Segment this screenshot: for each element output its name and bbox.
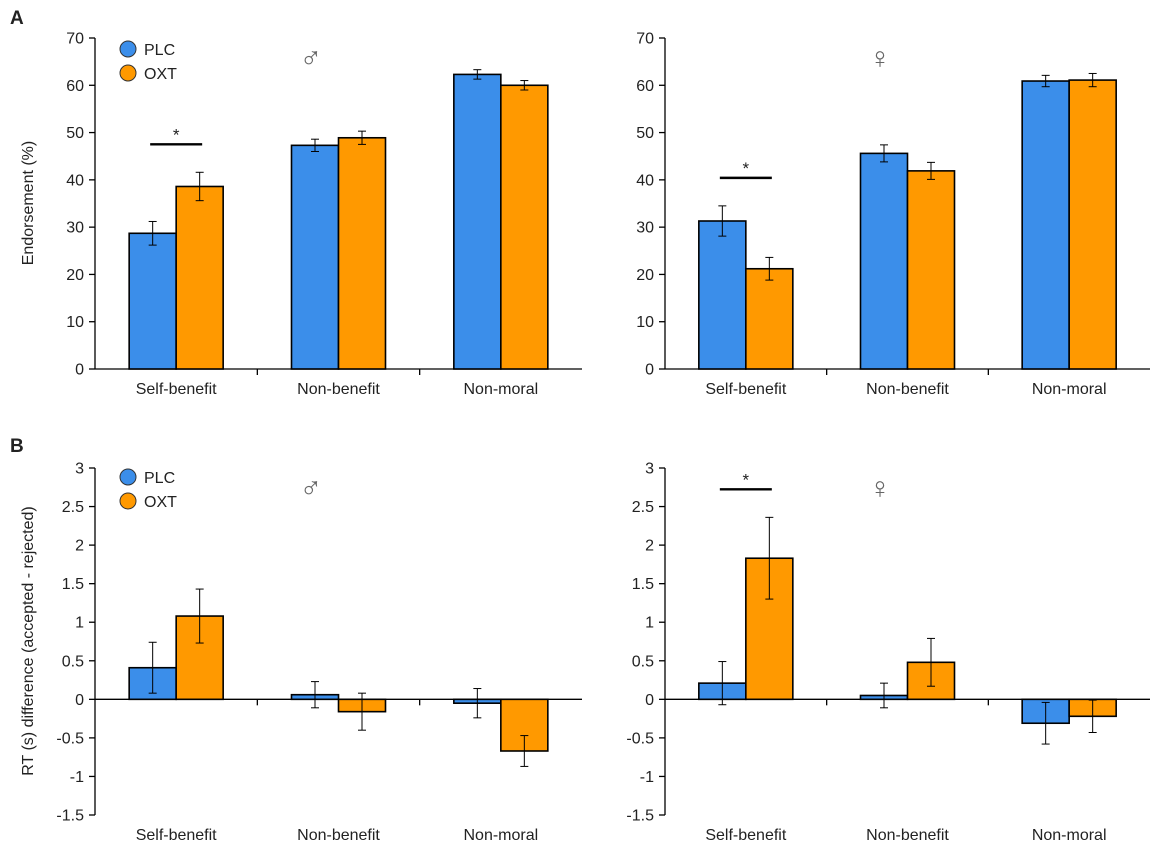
male-symbol-icon: ♂ (300, 472, 323, 505)
category-label: Non-moral (1032, 381, 1107, 398)
y-tick-label: 1.5 (62, 576, 84, 593)
legend-label-oxt: OXT (144, 66, 177, 83)
y-tick-label: 2 (75, 538, 84, 555)
legend-label-plc: PLC (144, 470, 175, 487)
y-tick-label: 10 (66, 314, 84, 331)
bar-oxt-non-moral (501, 85, 548, 369)
legend-label-plc: PLC (144, 42, 175, 59)
bar-plc-non-moral (1022, 81, 1069, 369)
bar-oxt-self-benefit (176, 186, 223, 369)
category-label: Non-benefit (866, 381, 949, 398)
legend-swatch-plc (120, 469, 136, 485)
y-tick-label: 20 (66, 267, 84, 284)
chart-A-female: 0 10 20 30 40 50 60 70 Self-benefit Non-benefit No… (636, 31, 1150, 399)
y-tick-label: 1 (645, 615, 654, 632)
category-label: Self-benefit (136, 381, 217, 398)
y-tick-label: 2 (645, 538, 654, 555)
y-tick-label: -0.5 (56, 730, 84, 747)
category-label: Non-moral (463, 827, 538, 844)
bar-oxt-non-benefit (339, 138, 386, 369)
y-tick-label: 70 (636, 31, 654, 48)
y-tick-label: 2.5 (62, 499, 84, 516)
y-tick-label: 20 (636, 267, 654, 284)
y-tick-label: 60 (66, 78, 84, 95)
category-label: Non-benefit (297, 827, 380, 844)
bar-plc-self-benefit (699, 221, 746, 369)
y-tick-label: -1.5 (626, 808, 654, 825)
y-tick-label: 1.5 (632, 576, 654, 593)
y-tick-label: 70 (66, 31, 84, 48)
bar-plc-non-moral (454, 74, 501, 369)
y-tick-label: 3 (645, 461, 654, 478)
chart-B-male: -1.5 -1 -0.5 0 0.5 1 1.5 2 2.5 3 Self-benefit Non-b… (56, 461, 582, 845)
male-symbol-icon: ♂ (300, 42, 323, 75)
y-tick-label: 0 (645, 692, 654, 709)
y-tick-label: 3 (75, 461, 84, 478)
y-tick-label: 50 (636, 125, 654, 142)
y-axis-label-b: RT (s) difference (accepted - rejected) (20, 506, 37, 775)
category-label: Self-benefit (136, 827, 217, 844)
bar-plc-non-benefit (861, 153, 908, 369)
y-tick-label: 0 (75, 362, 84, 379)
bar-oxt-non-benefit (908, 171, 955, 369)
female-symbol-icon: ♀ (869, 42, 892, 75)
category-label: Non-benefit (866, 827, 949, 844)
y-tick-label: -1 (70, 769, 84, 786)
y-axis-label-a: Endorsement (%) (20, 141, 37, 266)
category-label: Non-moral (1032, 827, 1107, 844)
y-tick-label: 40 (636, 172, 654, 189)
panel-letter-b: B (10, 436, 24, 457)
y-tick-label: 2.5 (632, 499, 654, 516)
significance-star: * (743, 159, 750, 178)
y-tick-label: -1 (640, 769, 654, 786)
significance-star: * (173, 125, 180, 144)
y-tick-label: 50 (66, 125, 84, 142)
category-label: Non-benefit (297, 381, 380, 398)
y-tick-label: 0 (645, 362, 654, 379)
bar-plc-self-benefit (129, 233, 176, 369)
y-tick-label: 30 (636, 220, 654, 237)
legend: PLC OXT (120, 469, 177, 511)
bar-plc-non-benefit (292, 145, 339, 369)
y-tick-label: 10 (636, 314, 654, 331)
bar-oxt-non-moral (1069, 80, 1116, 369)
female-symbol-icon: ♀ (869, 472, 892, 505)
y-tick-label: 40 (66, 172, 84, 189)
y-tick-label: 1 (75, 615, 84, 632)
legend-label-oxt: OXT (144, 494, 177, 511)
legend-swatch-oxt (120, 493, 136, 509)
y-tick-label: -1.5 (56, 808, 84, 825)
bar-oxt-self-benefit (746, 269, 793, 369)
chart-B-female: -1.5 -1 -0.5 0 0.5 1 1.5 2 2.5 3 Self-benefit Non-b… (626, 461, 1150, 845)
y-tick-label: -0.5 (626, 730, 654, 747)
panel-letter-a: A (10, 8, 24, 29)
legend-swatch-oxt (120, 65, 136, 81)
y-tick-label: 0 (75, 692, 84, 709)
category-label: Self-benefit (705, 381, 786, 398)
category-label: Non-moral (463, 381, 538, 398)
y-tick-label: 0.5 (62, 653, 84, 670)
y-tick-label: 60 (636, 78, 654, 95)
y-tick-label: 0.5 (632, 653, 654, 670)
legend: PLC OXT (120, 41, 177, 83)
y-tick-label: 30 (66, 220, 84, 237)
significance-star: * (743, 470, 750, 489)
category-label: Self-benefit (705, 827, 786, 844)
chart-A-male: 0 10 20 30 40 50 60 70 Self-benefit Non-benefit No… (66, 31, 582, 399)
legend-swatch-plc (120, 41, 136, 57)
